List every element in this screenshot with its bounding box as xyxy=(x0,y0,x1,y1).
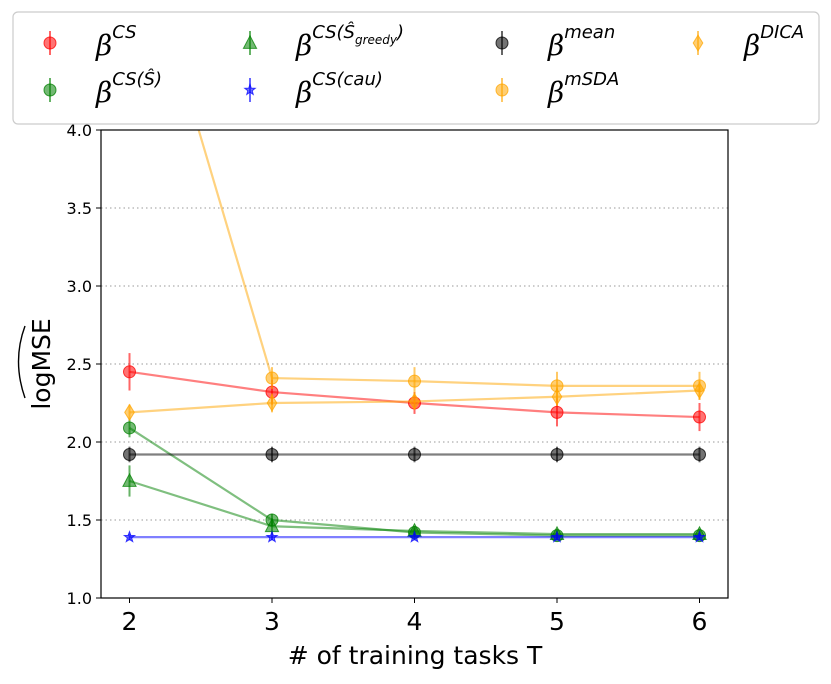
y-axis-label: logMSE xyxy=(27,318,56,409)
legend-item-dica: βDICA xyxy=(692,22,804,62)
y-label-hat xyxy=(17,325,26,399)
series-cs_greedy xyxy=(122,465,707,540)
data-point xyxy=(692,530,707,543)
data-point xyxy=(124,403,135,422)
x-tick-label: 5 xyxy=(549,607,565,636)
data-point xyxy=(550,405,564,419)
legend-item-cs_shat: βCS(Ŝ) xyxy=(43,68,162,109)
legend-marker xyxy=(43,83,57,97)
legend-marker xyxy=(495,83,509,97)
axes: 1.0 1.5 2.0 2.5 3.0 3.5 4.0 2 3 4 5 6 xyxy=(67,121,708,636)
data-point xyxy=(265,447,279,461)
y-tick-label: 2.0 xyxy=(67,433,92,452)
series-cs_cau xyxy=(122,530,707,543)
legend-item-cs: βCS xyxy=(43,22,137,62)
legend-frame xyxy=(12,11,820,125)
legend-item-cs_cau: βCS(cau) xyxy=(243,69,383,109)
y-tick-label: 1.0 xyxy=(67,589,92,608)
x-axis-label: # of training tasks T xyxy=(288,641,543,670)
data-point xyxy=(693,410,706,424)
data-point xyxy=(550,530,564,543)
data-point xyxy=(693,447,706,461)
legend-marker xyxy=(43,36,57,50)
data-point xyxy=(123,421,136,435)
data-point xyxy=(122,472,137,487)
data-point xyxy=(550,447,564,461)
legend-label: βCS(Ŝ) xyxy=(95,68,162,109)
x-tick-label: 4 xyxy=(407,607,423,636)
x-tick-label: 2 xyxy=(122,607,138,636)
data-point xyxy=(408,447,421,461)
legend-item-msda: βmSDA xyxy=(495,69,619,109)
legend-marker xyxy=(495,36,509,50)
legend-label: βCS(Ŝgreedy) xyxy=(295,21,404,62)
legend-label: βDICA xyxy=(743,22,804,62)
data-point xyxy=(407,530,422,543)
data-point xyxy=(265,530,279,543)
legend-item-cs_greedy: βCS(Ŝgreedy) xyxy=(242,21,404,62)
legend-label: βCS(cau) xyxy=(295,69,383,109)
data-point xyxy=(408,374,421,388)
legend: βCS βCS(Ŝ) βCS(Ŝgreedy) βCS(cau) βmean βmSDA β… xyxy=(12,11,820,125)
y-tick-label: 3.0 xyxy=(67,277,92,296)
plot-area xyxy=(122,130,707,543)
y-tick-label: 3.5 xyxy=(67,199,92,218)
legend-marker xyxy=(242,34,258,49)
legend-item-mean: βmean xyxy=(495,22,615,62)
series-dica xyxy=(124,381,705,422)
x-tick-label: 3 xyxy=(264,607,280,636)
legend-label: βmSDA xyxy=(547,69,619,109)
data-point xyxy=(123,365,136,379)
data-point xyxy=(694,381,705,400)
data-point xyxy=(123,447,136,461)
x-tick-label: 6 xyxy=(692,607,708,636)
legend-label: βmean xyxy=(547,22,615,62)
series-msda xyxy=(197,130,706,400)
data-point xyxy=(551,388,563,406)
series-mean xyxy=(123,446,706,463)
series-group xyxy=(122,130,707,543)
legend-label: βCS xyxy=(95,22,137,62)
legend-marker xyxy=(243,83,257,96)
grid-lines xyxy=(101,207,728,521)
data-point xyxy=(266,394,278,412)
legend-marker xyxy=(692,34,704,52)
y-tick-label: 1.5 xyxy=(67,511,92,530)
y-tick-label: 2.5 xyxy=(67,355,92,374)
data-point xyxy=(409,392,420,411)
data-point xyxy=(122,530,137,543)
series-line-cs_shat xyxy=(128,427,700,537)
y-tick-label: 4.0 xyxy=(67,121,92,140)
data-point xyxy=(265,371,279,385)
